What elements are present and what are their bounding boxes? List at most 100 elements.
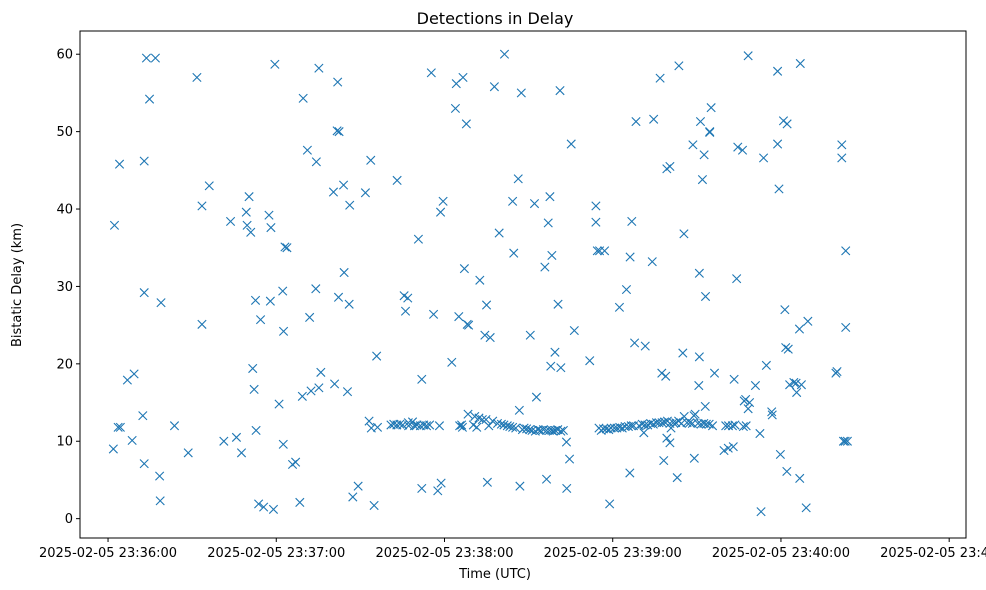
y-tick-label: 20 <box>56 357 73 372</box>
data-point-x-marker <box>546 361 556 371</box>
data-point-x-marker <box>659 456 669 466</box>
data-point-x-marker <box>249 384 259 394</box>
data-point-x-marker <box>311 284 321 294</box>
data-point-x-marker <box>706 103 716 113</box>
data-point-x-marker <box>605 499 615 509</box>
data-point-x-marker <box>251 425 261 435</box>
y-tick-label: 40 <box>56 203 73 218</box>
data-point-x-marker <box>231 432 242 442</box>
data-point-x-marker <box>329 379 340 389</box>
data-point-x-marker <box>655 73 665 83</box>
data-point-x-marker <box>282 243 292 253</box>
data-point-x-marker <box>699 150 709 160</box>
data-point-x-marker <box>719 445 729 456</box>
data-point-x-marker <box>250 295 261 305</box>
data-point-x-marker <box>789 377 799 388</box>
data-point-x-marker <box>761 360 771 370</box>
data-point-x-marker <box>366 155 376 165</box>
data-point-x-marker <box>197 201 207 211</box>
data-point-x-marker <box>737 145 748 155</box>
data-point-x-marker <box>621 284 632 295</box>
data-point-x-marker <box>758 153 769 163</box>
data-point-x-marker <box>733 142 743 152</box>
data-point-x-marker <box>694 268 704 278</box>
data-point-x-marker <box>525 330 535 340</box>
data-point-x-marker <box>333 77 343 87</box>
data-point-x-marker <box>114 159 125 169</box>
data-point-x-marker <box>697 175 708 185</box>
data-points <box>108 49 852 517</box>
data-point-x-marker <box>561 437 572 447</box>
data-point-x-marker <box>278 286 288 296</box>
data-point-x-marker <box>489 82 499 92</box>
data-point-x-marker <box>795 58 805 69</box>
data-point-x-marker <box>462 319 472 329</box>
data-point-x-marker <box>482 477 492 487</box>
data-point-x-marker <box>254 499 264 509</box>
data-point-x-marker <box>639 428 649 438</box>
data-point-x-marker <box>138 411 148 421</box>
data-point-x-marker <box>246 227 256 237</box>
data-point-x-marker <box>412 420 422 430</box>
data-point-x-marker <box>732 274 742 284</box>
data-point-x-marker <box>553 299 563 309</box>
data-point-x-marker <box>496 419 506 429</box>
data-point-x-marker <box>436 478 446 488</box>
data-point-x-marker <box>450 103 461 113</box>
data-point-x-marker <box>280 242 290 252</box>
data-point-x-marker <box>592 246 602 256</box>
data-point-x-marker <box>129 369 139 379</box>
data-point-x-marker <box>541 474 552 484</box>
data-point-x-marker <box>274 399 284 409</box>
data-point-x-marker <box>447 357 457 367</box>
data-point-x-marker <box>109 220 120 230</box>
data-point-x-marker <box>339 267 349 278</box>
data-point-x-marker <box>242 220 252 230</box>
data-point-x-marker <box>344 299 354 309</box>
data-point-x-marker <box>332 126 342 136</box>
data-point-x-marker <box>435 207 446 217</box>
data-point-x-marker <box>150 53 161 63</box>
data-point-x-marker <box>156 298 166 308</box>
data-point-x-marker <box>139 156 149 166</box>
data-point-x-marker <box>672 473 682 483</box>
data-point-x-marker <box>417 374 427 384</box>
data-point-x-marker <box>688 140 698 150</box>
data-point-x-marker <box>413 234 424 244</box>
data-point-x-marker <box>585 356 595 366</box>
data-point-x-marker <box>372 351 382 361</box>
data-point-x-marker <box>268 504 279 514</box>
data-point-x-marker <box>463 409 473 419</box>
data-point-x-marker <box>141 53 152 63</box>
data-point-x-marker <box>842 436 852 446</box>
data-point-x-marker <box>499 49 510 59</box>
data-point-x-marker <box>348 492 358 502</box>
data-point-x-marker <box>841 322 851 333</box>
y-tick-label: 50 <box>56 125 73 140</box>
data-point-x-marker <box>614 302 625 312</box>
y-axis: 0 10 20 30 40 50 60 <box>56 48 80 527</box>
data-point-x-marker <box>328 187 339 197</box>
y-axis-label: Bistatic Delay (km) <box>10 223 25 347</box>
data-point-x-marker <box>481 300 492 310</box>
data-point-x-marker <box>455 421 465 431</box>
data-point-x-marker <box>338 180 349 190</box>
data-point-x-marker <box>540 262 550 272</box>
data-point-x-marker <box>796 380 807 390</box>
data-point-x-marker <box>302 145 312 155</box>
data-point-x-marker <box>743 51 753 61</box>
data-point-x-marker <box>649 114 659 124</box>
data-point-x-marker <box>485 332 495 343</box>
data-point-x-marker <box>630 338 640 348</box>
data-point-x-marker <box>668 418 678 428</box>
x-tick-label: 2025-02-05 23:36:00 <box>39 546 177 561</box>
data-point-x-marker <box>278 326 289 336</box>
data-point-x-marker <box>417 483 427 494</box>
data-point-x-marker <box>694 380 704 391</box>
data-point-x-marker <box>780 305 790 315</box>
data-point-x-marker <box>564 454 575 464</box>
data-point-x-marker <box>562 483 572 494</box>
data-point-x-marker <box>425 420 435 430</box>
data-point-x-marker <box>306 386 316 396</box>
